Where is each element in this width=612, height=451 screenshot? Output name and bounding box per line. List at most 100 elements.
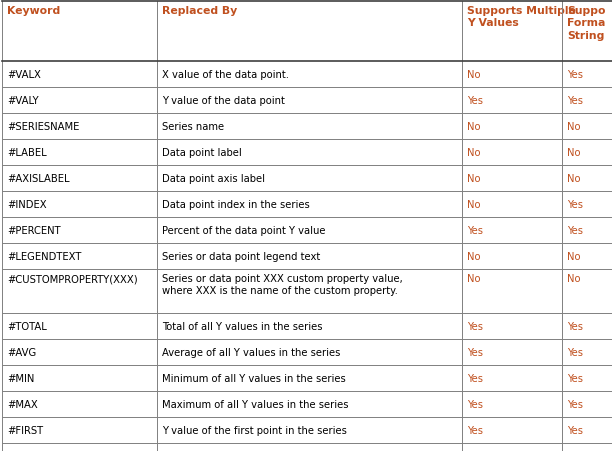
Bar: [562, 217, 612, 244]
Bar: [562, 339, 612, 365]
Bar: [2, 391, 157, 417]
Bar: [462, 192, 562, 217]
Text: Yes: Yes: [567, 347, 583, 357]
Text: X value of the data point.: X value of the data point.: [162, 70, 289, 80]
Text: No: No: [467, 273, 480, 283]
Text: Yes: Yes: [467, 226, 483, 235]
Bar: [2, 443, 157, 451]
Bar: [462, 269, 562, 313]
Bar: [562, 269, 612, 313]
Text: No: No: [467, 70, 480, 80]
Bar: [157, 140, 462, 166]
Bar: [157, 417, 462, 443]
Text: #CUSTOMPROPERTY(XXX): #CUSTOMPROPERTY(XXX): [7, 273, 138, 283]
Bar: [157, 166, 462, 192]
Bar: [562, 166, 612, 192]
Bar: [2, 244, 157, 269]
Bar: [562, 313, 612, 339]
Bar: [562, 443, 612, 451]
Bar: [157, 192, 462, 217]
Bar: [562, 114, 612, 140]
Text: #AVG: #AVG: [7, 347, 36, 357]
Bar: [462, 391, 562, 417]
Text: Yes: Yes: [567, 425, 583, 435]
Text: Y value of the first point in the series: Y value of the first point in the series: [162, 425, 347, 435]
Text: #PERCENT: #PERCENT: [7, 226, 61, 235]
Bar: [2, 339, 157, 365]
Bar: [462, 365, 562, 391]
Text: Replaced By: Replaced By: [162, 6, 237, 16]
Bar: [157, 217, 462, 244]
Text: #VALY: #VALY: [7, 96, 39, 106]
Text: Yes: Yes: [567, 70, 583, 80]
Text: No: No: [567, 174, 581, 184]
Bar: [562, 365, 612, 391]
Text: #INDEX: #INDEX: [7, 199, 47, 210]
Text: No: No: [467, 199, 480, 210]
Bar: [2, 217, 157, 244]
Bar: [2, 417, 157, 443]
Text: Suppo
Forma
String: Suppo Forma String: [567, 6, 605, 41]
Text: No: No: [467, 174, 480, 184]
Text: No: No: [567, 122, 581, 132]
Text: Series name: Series name: [162, 122, 224, 132]
Bar: [2, 62, 157, 88]
Bar: [462, 2, 562, 62]
Bar: [562, 391, 612, 417]
Bar: [562, 244, 612, 269]
Bar: [157, 88, 462, 114]
Bar: [462, 166, 562, 192]
Text: #MAX: #MAX: [7, 399, 38, 409]
Text: No: No: [567, 273, 581, 283]
Bar: [2, 2, 157, 62]
Text: Percent of the data point Y value: Percent of the data point Y value: [162, 226, 326, 235]
Text: Data point index in the series: Data point index in the series: [162, 199, 310, 210]
Bar: [562, 88, 612, 114]
Text: #VALX: #VALX: [7, 70, 41, 80]
Bar: [462, 114, 562, 140]
Text: Series or data point legend text: Series or data point legend text: [162, 252, 320, 262]
Bar: [462, 313, 562, 339]
Text: Yes: Yes: [567, 321, 583, 331]
Text: #LABEL: #LABEL: [7, 147, 47, 158]
Text: Yes: Yes: [567, 373, 583, 383]
Bar: [157, 313, 462, 339]
Text: Total of all Y values in the series: Total of all Y values in the series: [162, 321, 323, 331]
Bar: [462, 88, 562, 114]
Text: Minimum of all Y values in the series: Minimum of all Y values in the series: [162, 373, 346, 383]
Text: Yes: Yes: [467, 347, 483, 357]
Bar: [157, 339, 462, 365]
Text: Yes: Yes: [467, 321, 483, 331]
Text: Average of all Y values in the series: Average of all Y values in the series: [162, 347, 340, 357]
Bar: [157, 62, 462, 88]
Bar: [157, 114, 462, 140]
Text: No: No: [467, 252, 480, 262]
Bar: [462, 443, 562, 451]
Text: Supports Multiple
Y Values: Supports Multiple Y Values: [467, 6, 576, 28]
Bar: [157, 244, 462, 269]
Bar: [2, 88, 157, 114]
Text: Series or data point XXX custom property value,
where XXX is the name of the cus: Series or data point XXX custom property…: [162, 273, 403, 296]
Bar: [2, 192, 157, 217]
Bar: [462, 62, 562, 88]
Text: #AXISLABEL: #AXISLABEL: [7, 174, 70, 184]
Text: #LEGENDTEXT: #LEGENDTEXT: [7, 252, 81, 262]
Text: No: No: [467, 122, 480, 132]
Bar: [157, 443, 462, 451]
Text: Data point label: Data point label: [162, 147, 242, 158]
Text: No: No: [467, 147, 480, 158]
Bar: [157, 269, 462, 313]
Text: #SERIESNAME: #SERIESNAME: [7, 122, 80, 132]
Bar: [2, 140, 157, 166]
Bar: [462, 140, 562, 166]
Text: #TOTAL: #TOTAL: [7, 321, 47, 331]
Bar: [562, 62, 612, 88]
Text: Keyword: Keyword: [7, 6, 60, 16]
Bar: [462, 244, 562, 269]
Text: Y value of the data point: Y value of the data point: [162, 96, 285, 106]
Text: Yes: Yes: [567, 226, 583, 235]
Text: #FIRST: #FIRST: [7, 425, 43, 435]
Bar: [2, 269, 157, 313]
Bar: [562, 140, 612, 166]
Bar: [462, 339, 562, 365]
